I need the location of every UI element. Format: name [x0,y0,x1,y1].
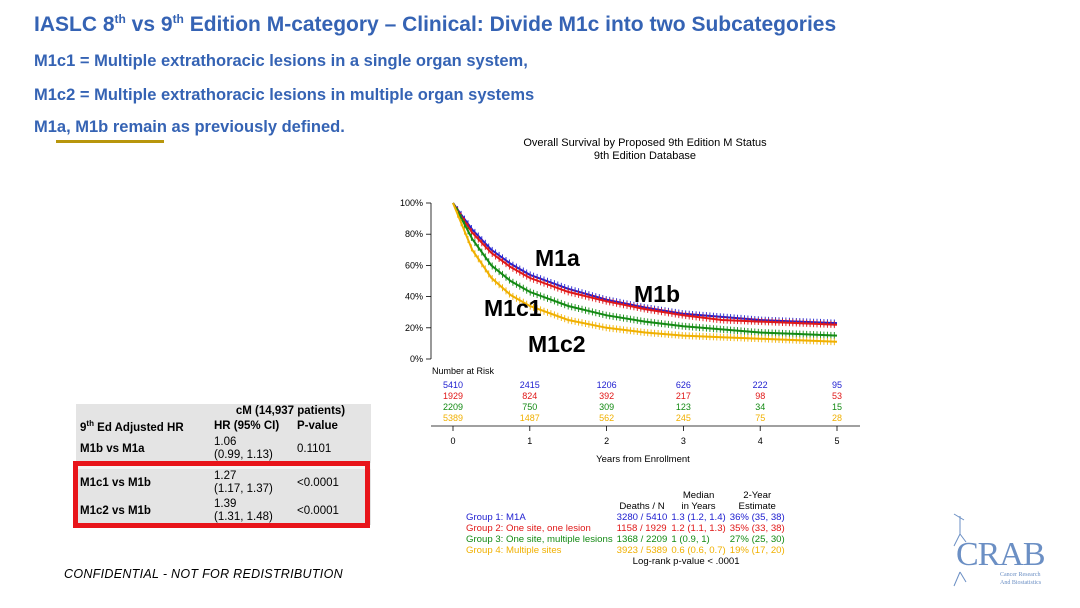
x-tick-label: 0 [450,436,455,446]
risk-count: 5389 [443,413,463,423]
chart-subtitle: 9th Edition Database [593,150,697,162]
risk-count: 15 [832,402,842,412]
y-tick-label: 20% [405,323,423,333]
logo-line1: Cancer Research [1000,572,1040,578]
risk-count: 217 [676,391,691,401]
hr-row-p: 0.1101 [297,442,332,455]
slide-title: IASLC 8th vs 9th Edition M-category – Cl… [34,12,837,36]
risk-count: 34 [755,402,765,412]
logo-wordmark: CRAB [956,536,1045,573]
km-curve-series-2 [452,202,838,326]
legend-header-estimate: 2-Year Estimate [738,490,776,512]
legend-row-group1: Group 1: M1A 3280 / 5410 1.3 (1.2, 1.4) 36%… [466,512,785,523]
risk-count: 750 [522,402,537,412]
risk-count: 28 [832,413,842,423]
hr-row-value: 1.39 (1.31, 1.48) [214,497,273,523]
hr-col-hr: HR (95% CI) [214,420,280,433]
risk-count: 5410 [443,380,463,390]
risk-count: 1929 [443,391,463,401]
hr-group-header: cM (14,937 patients) [235,405,346,417]
y-tick-label: 60% [405,260,423,270]
hr-col-label: 9th Ed Adjusted HR [80,419,184,434]
risk-count: 824 [522,391,537,401]
logrank-pvalue: Log-rank p-value < .0001 [632,556,740,567]
legend-row-group2: Group 2: One site, one lesion 1158 / 1929… [466,523,785,534]
risk-count: 626 [676,380,691,390]
risk-count: 2209 [443,402,463,412]
chart-title: Overall Survival by Proposed 9th Edition… [523,137,767,149]
hr-row-value: 1.27 (1.17, 1.37) [214,469,273,495]
x-axis-label: Years from Enrollment [596,454,690,465]
risk-count: 123 [676,402,691,412]
annotation-m1c2: M1c2 [528,331,586,357]
annotation-m1a: M1a [535,245,580,271]
definition-m1a-m1b: M1a, M1b remain as previously defined. [34,118,345,136]
highlight-underline [56,140,164,143]
definition-m1c2: M1c2 = Multiple extrathoracic lesions in… [34,86,535,104]
hr-row-label: M1b vs M1a [80,442,145,455]
km-curve-series-4 [452,202,838,343]
y-tick-label: 100% [400,198,423,208]
risk-count: 98 [755,391,765,401]
x-tick-label: 3 [681,436,686,446]
hr-row-label: M1c1 vs M1b [80,476,151,489]
y-tick-label: 0% [410,354,423,364]
risk-count: 95 [832,380,842,390]
legend-header-median: Median in Years [681,490,716,512]
hr-row-label: M1c2 vs M1b [80,504,151,517]
highlight-box [73,461,370,528]
annotation-m1c1: M1c1 [484,295,542,321]
km-curve-series-3 [452,202,838,337]
table-row: M1b vs M1a 1.06 (0.99, 1.13) 0.1101 [76,434,371,463]
risk-count: 1487 [520,413,540,423]
x-tick-label: 2 [604,436,609,446]
survival-legend: Deaths / N Median in Years 2-Year Estimate… [464,490,787,567]
x-tick-label: 1 [527,436,532,446]
y-tick-label: 80% [405,229,423,239]
risk-count: 392 [599,391,614,401]
hr-row-p: <0.0001 [297,476,339,489]
table-row: M1c1 vs M1b 1.27 (1.17, 1.37) <0.0001 [76,468,371,497]
censor-ticks-series-4 [457,210,835,346]
censor-ticks-series-3 [457,207,835,339]
annotation-m1b: M1b [634,281,680,307]
km-curve-series-1 [452,202,838,325]
chart-title-block: Overall Survival by Proposed 9th Edition… [460,137,830,163]
risk-count: 245 [676,413,691,423]
risk-table-label: Number at Risk [432,366,495,376]
legend-header-deaths: Deaths / N [619,501,665,512]
legend-row-group3: Group 3: One site, multiple lesions 1368 … [466,534,785,545]
hr-row-p: <0.0001 [297,504,339,517]
hr-row-value: 1.06 (0.99, 1.13) [214,435,273,461]
risk-count: 562 [599,413,614,423]
y-tick-label: 40% [405,292,423,302]
confidential-footer: CONFIDENTIAL - NOT FOR REDISTRIBUTION [64,567,343,581]
legend-row-group4: Group 4: Multiple sites 3923 / 5389 0.6 (0… [466,545,785,556]
risk-count: 309 [599,402,614,412]
crab-logo: CRAB Cancer Research And Biostatistics [953,513,1046,587]
table-row: M1c2 vs M1b 1.39 (1.31, 1.48) <0.0001 [76,496,371,525]
risk-count: 2415 [520,380,540,390]
hr-col-p: P-value [297,420,338,433]
x-tick-label: 4 [758,436,763,446]
logo-line2: And Biostatistics [1000,580,1042,586]
risk-count: 53 [832,391,842,401]
risk-count: 222 [753,380,768,390]
risk-count: 1206 [597,380,617,390]
definition-m1c1: M1c1 = Multiple extrathoracic lesions in… [34,52,528,70]
risk-count: 75 [755,413,765,423]
x-tick-label: 5 [834,436,839,446]
